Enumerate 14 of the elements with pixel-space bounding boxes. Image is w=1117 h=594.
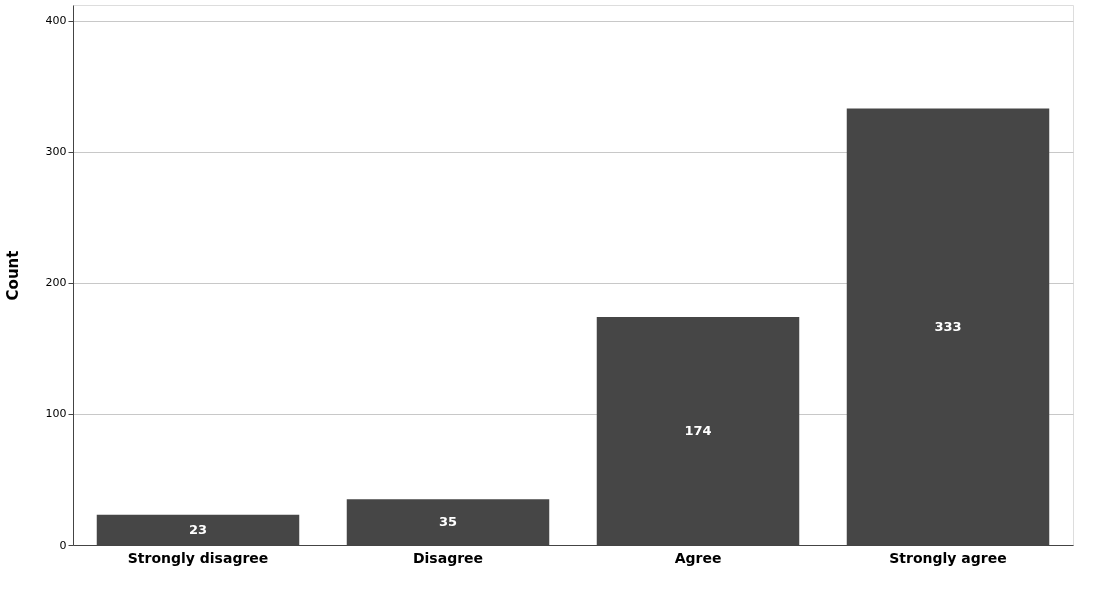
- y-tick-label: 100: [45, 407, 67, 421]
- y-tick-label: 200: [45, 276, 67, 290]
- y-axis-title: Count: [3, 250, 22, 301]
- y-tick-label: 400: [45, 14, 67, 28]
- data-label: 333: [934, 318, 962, 334]
- y-tick-label: 300: [45, 145, 67, 159]
- x-tick-label: Strongly disagree: [127, 549, 269, 566]
- y-tick-label: 0: [59, 538, 67, 552]
- data-label: 174: [684, 422, 712, 438]
- x-tick-label: Agree: [674, 549, 722, 566]
- x-tick-label: Strongly agree: [889, 549, 1007, 566]
- x-tick-label: Disagree: [412, 549, 484, 566]
- data-label: 23: [188, 521, 208, 537]
- data-label: 35: [438, 514, 458, 530]
